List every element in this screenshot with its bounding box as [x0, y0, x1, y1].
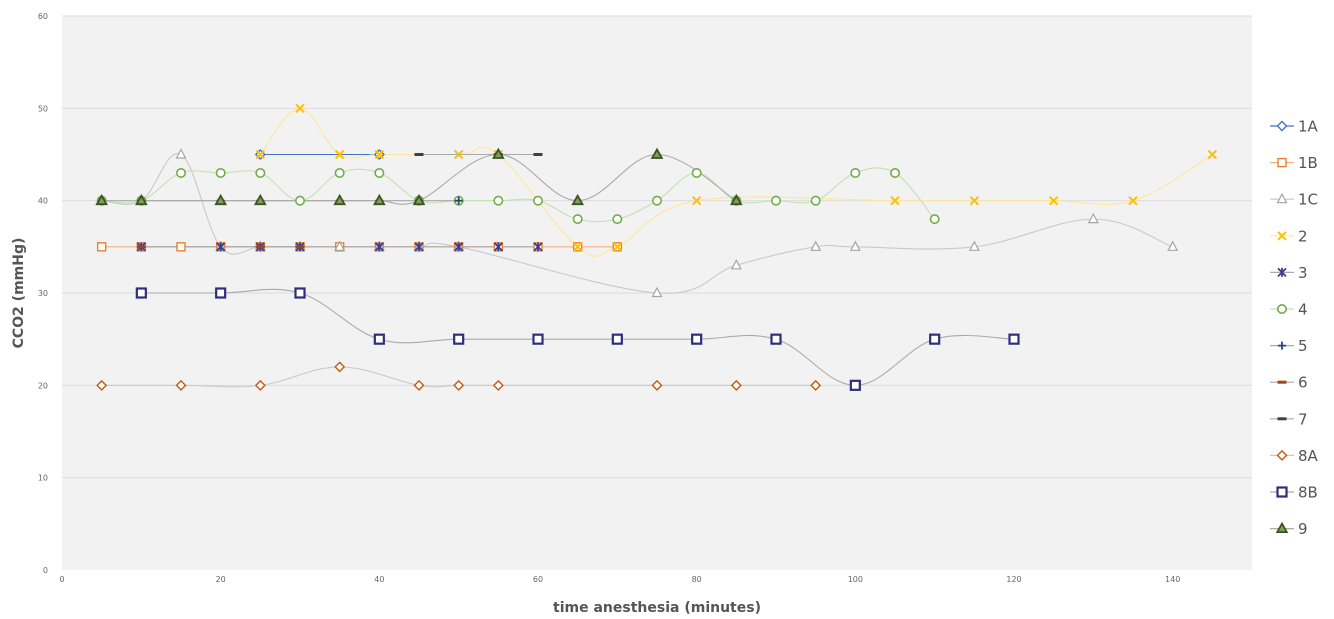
data-point-8b-8 [772, 335, 781, 344]
data-point-8b-3 [375, 335, 384, 344]
data-point-8b-11 [1010, 335, 1019, 344]
data-point-8b-7 [692, 335, 701, 344]
data-point-8b-6 [613, 335, 622, 344]
data-point-4-19 [851, 169, 859, 177]
x-tick-label-20: 20 [216, 575, 226, 584]
legend-label-1c: 1C [1298, 191, 1318, 209]
x-axis-ticks: 0 20 40 60 80 100 120 140 [59, 575, 1180, 584]
data-point-1b-0 [98, 243, 106, 251]
legend-marker-7 [1278, 417, 1287, 420]
legend-marker-9 [1277, 524, 1287, 533]
data-point-8b-0 [137, 289, 146, 298]
data-point-8b-2 [296, 289, 305, 298]
legend-label-7: 7 [1298, 410, 1308, 428]
data-point-4-20 [891, 169, 899, 177]
legend-label-1a: 1A [1298, 118, 1319, 136]
x-tick-label-140: 140 [1165, 575, 1180, 584]
data-point-4-5 [296, 196, 304, 204]
legend-marker-1b [1278, 159, 1286, 167]
y-tick-label-60: 60 [38, 12, 48, 21]
x-tick-label-40: 40 [374, 575, 384, 584]
y-tick-label-20: 20 [38, 381, 48, 390]
data-point-4-10 [494, 196, 502, 204]
data-point-8b-9 [851, 381, 860, 390]
legend-marker-5 [1278, 342, 1286, 350]
legend: 1A 1B 1C 2 3 4 5 6 7 8A 8B 9 [1270, 118, 1319, 539]
data-point-4-4 [256, 169, 264, 177]
legend-label-4: 4 [1298, 301, 1308, 319]
data-point-4-2 [177, 169, 185, 177]
x-tick-label-0: 0 [59, 575, 64, 584]
legend-label-3: 3 [1298, 264, 1308, 282]
data-point-4-12 [573, 215, 581, 223]
data-point-6-2 [296, 245, 305, 248]
legend-label-1b: 1B [1298, 154, 1318, 172]
legend-label-2: 2 [1298, 227, 1308, 245]
legend-label-6: 6 [1298, 374, 1308, 392]
y-tick-label-10: 10 [38, 474, 48, 483]
data-point-8b-5 [534, 335, 543, 344]
data-point-8b-1 [216, 289, 225, 298]
data-point-8b-10 [930, 335, 939, 344]
legend-marker-8a [1278, 451, 1287, 460]
data-point-6-0 [137, 245, 146, 248]
legend-marker-6 [1278, 381, 1287, 384]
data-point-4-17 [772, 196, 780, 204]
data-point-6-1 [256, 245, 265, 248]
legend-label-8b: 8B [1298, 484, 1318, 502]
data-point-8b-4 [454, 335, 463, 344]
data-point-4-3 [216, 169, 224, 177]
legend-marker-4 [1278, 305, 1286, 313]
legend-label-5: 5 [1298, 337, 1308, 355]
data-point-4-18 [811, 196, 819, 204]
legend-marker-1c [1278, 194, 1287, 203]
data-point-4-7 [375, 169, 383, 177]
data-point-1b-2 [177, 243, 185, 251]
legend-label-8a: 8A [1298, 447, 1319, 465]
y-axis-title: CCO2 (mmHg) [11, 238, 27, 349]
data-point-7-2 [534, 153, 543, 156]
legend-marker-8b [1278, 488, 1287, 497]
data-point-4-14 [653, 196, 661, 204]
y-tick-label-30: 30 [38, 289, 48, 298]
data-point-4-11 [534, 196, 542, 204]
x-tick-label-120: 120 [1006, 575, 1021, 584]
legend-marker-1a [1278, 122, 1287, 131]
y-tick-label-50: 50 [38, 104, 48, 113]
data-point-4-6 [335, 169, 343, 177]
data-point-7-0 [415, 153, 424, 156]
data-point-4-15 [692, 169, 700, 177]
x-tick-label-80: 80 [692, 575, 702, 584]
x-tick-label-100: 100 [848, 575, 863, 584]
data-point-4-13 [613, 215, 621, 223]
data-point-4-21 [930, 215, 938, 223]
x-tick-label-60: 60 [533, 575, 543, 584]
y-axis-ticks: 0 10 20 30 40 50 60 [38, 12, 48, 575]
legend-label-9: 9 [1298, 520, 1308, 538]
y-tick-label-0: 0 [43, 566, 48, 575]
x-axis-title: time anesthesia (minutes) [553, 600, 761, 616]
y-tick-label-40: 40 [38, 197, 48, 206]
